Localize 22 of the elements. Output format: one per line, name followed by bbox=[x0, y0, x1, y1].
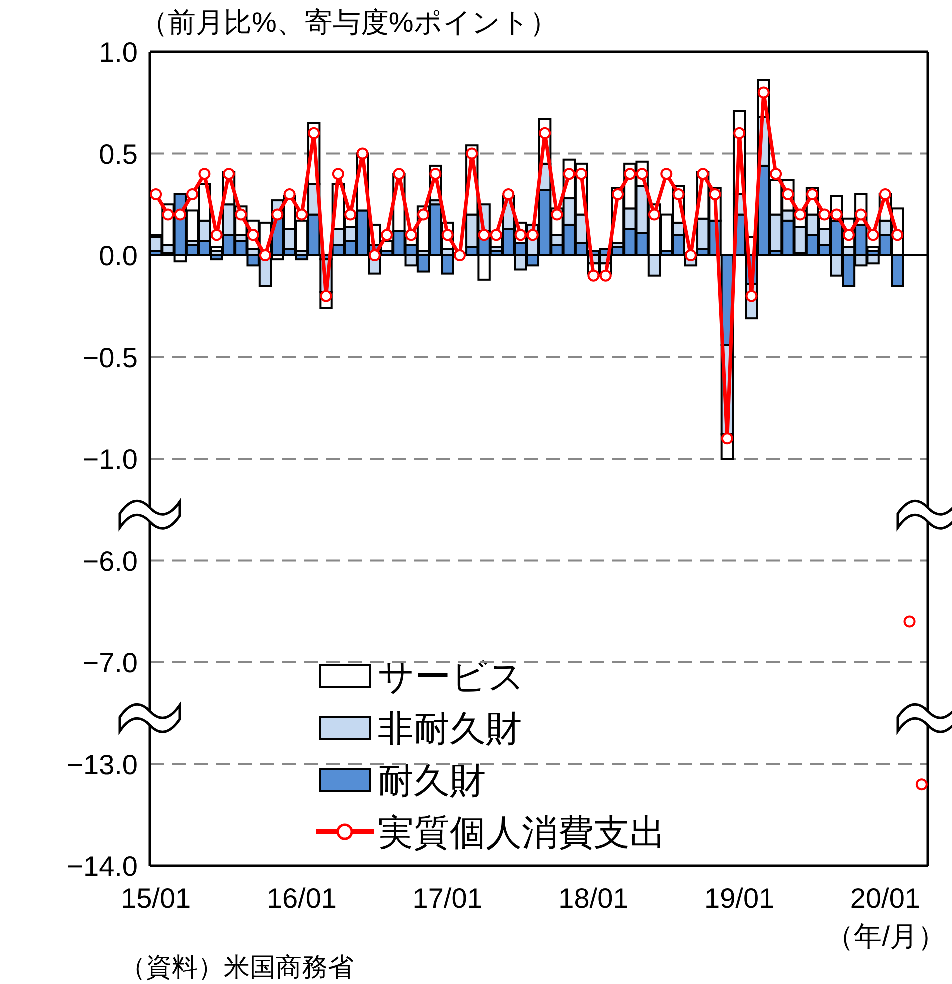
y-tick-label: 0.5 bbox=[99, 138, 138, 170]
text: （資料）米国商務省 bbox=[120, 952, 354, 982]
x-tick-label: 17/01 bbox=[412, 883, 483, 914]
x-axis-title: （年/月） bbox=[826, 921, 946, 952]
x-tick-label: 18/01 bbox=[558, 883, 629, 914]
legend-label: 耐久財 bbox=[378, 760, 486, 801]
x-tick-label: 15/01 bbox=[121, 883, 192, 914]
legend-label: 実質個人消費支出 bbox=[378, 812, 666, 853]
x-tick-label: 19/01 bbox=[704, 883, 775, 914]
legend-label: 非耐久財 bbox=[378, 708, 522, 749]
y-tick-label: 1.0 bbox=[99, 37, 138, 68]
x-tick-label: 20/01 bbox=[850, 883, 920, 914]
x-tick-label: 16/01 bbox=[266, 883, 337, 914]
y-tick-label: −1.0 bbox=[82, 444, 138, 475]
y-tick-label: 0.0 bbox=[99, 240, 138, 272]
y-axis-title: （前月比%、寄与度%ポイント） bbox=[140, 7, 558, 38]
y-tick-label: −0.5 bbox=[82, 342, 138, 374]
y-tick-label: −14.0 bbox=[67, 851, 138, 882]
y-tick-label: −13.0 bbox=[67, 749, 138, 780]
legend-label: サービス bbox=[378, 656, 525, 697]
y-tick-label: −6.0 bbox=[82, 546, 138, 577]
y-tick-label: −7.0 bbox=[82, 648, 138, 678]
